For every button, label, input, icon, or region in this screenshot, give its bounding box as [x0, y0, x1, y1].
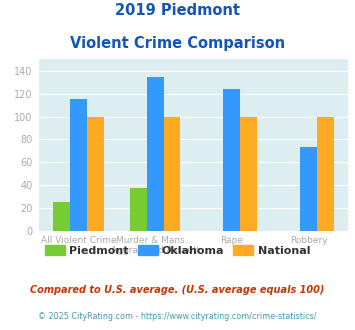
Text: Compared to U.S. average. (U.S. average equals 100): Compared to U.S. average. (U.S. average …: [30, 285, 325, 295]
Text: © 2025 CityRating.com - https://www.cityrating.com/crime-statistics/: © 2025 CityRating.com - https://www.city…: [38, 312, 317, 321]
Bar: [130, 187, 147, 231]
Text: Robbery: Robbery: [290, 236, 327, 245]
Bar: [87, 116, 104, 231]
Text: Violent Crime Comparison: Violent Crime Comparison: [70, 36, 285, 51]
Text: 2019 Piedmont: 2019 Piedmont: [115, 3, 240, 18]
Text: All Violent Crime: All Violent Crime: [40, 236, 116, 245]
Bar: [147, 77, 164, 231]
Bar: [70, 99, 87, 231]
Bar: [300, 148, 317, 231]
Bar: [164, 116, 180, 231]
Bar: [223, 89, 240, 231]
Text: Murder & Mans...: Murder & Mans...: [116, 236, 194, 245]
Text: Rape: Rape: [220, 236, 243, 245]
Legend: Piedmont, Oklahoma, National: Piedmont, Oklahoma, National: [40, 241, 315, 260]
Bar: [317, 116, 334, 231]
Bar: [53, 202, 70, 231]
Text: Aggravated Assault: Aggravated Assault: [111, 246, 200, 255]
Bar: [240, 116, 257, 231]
